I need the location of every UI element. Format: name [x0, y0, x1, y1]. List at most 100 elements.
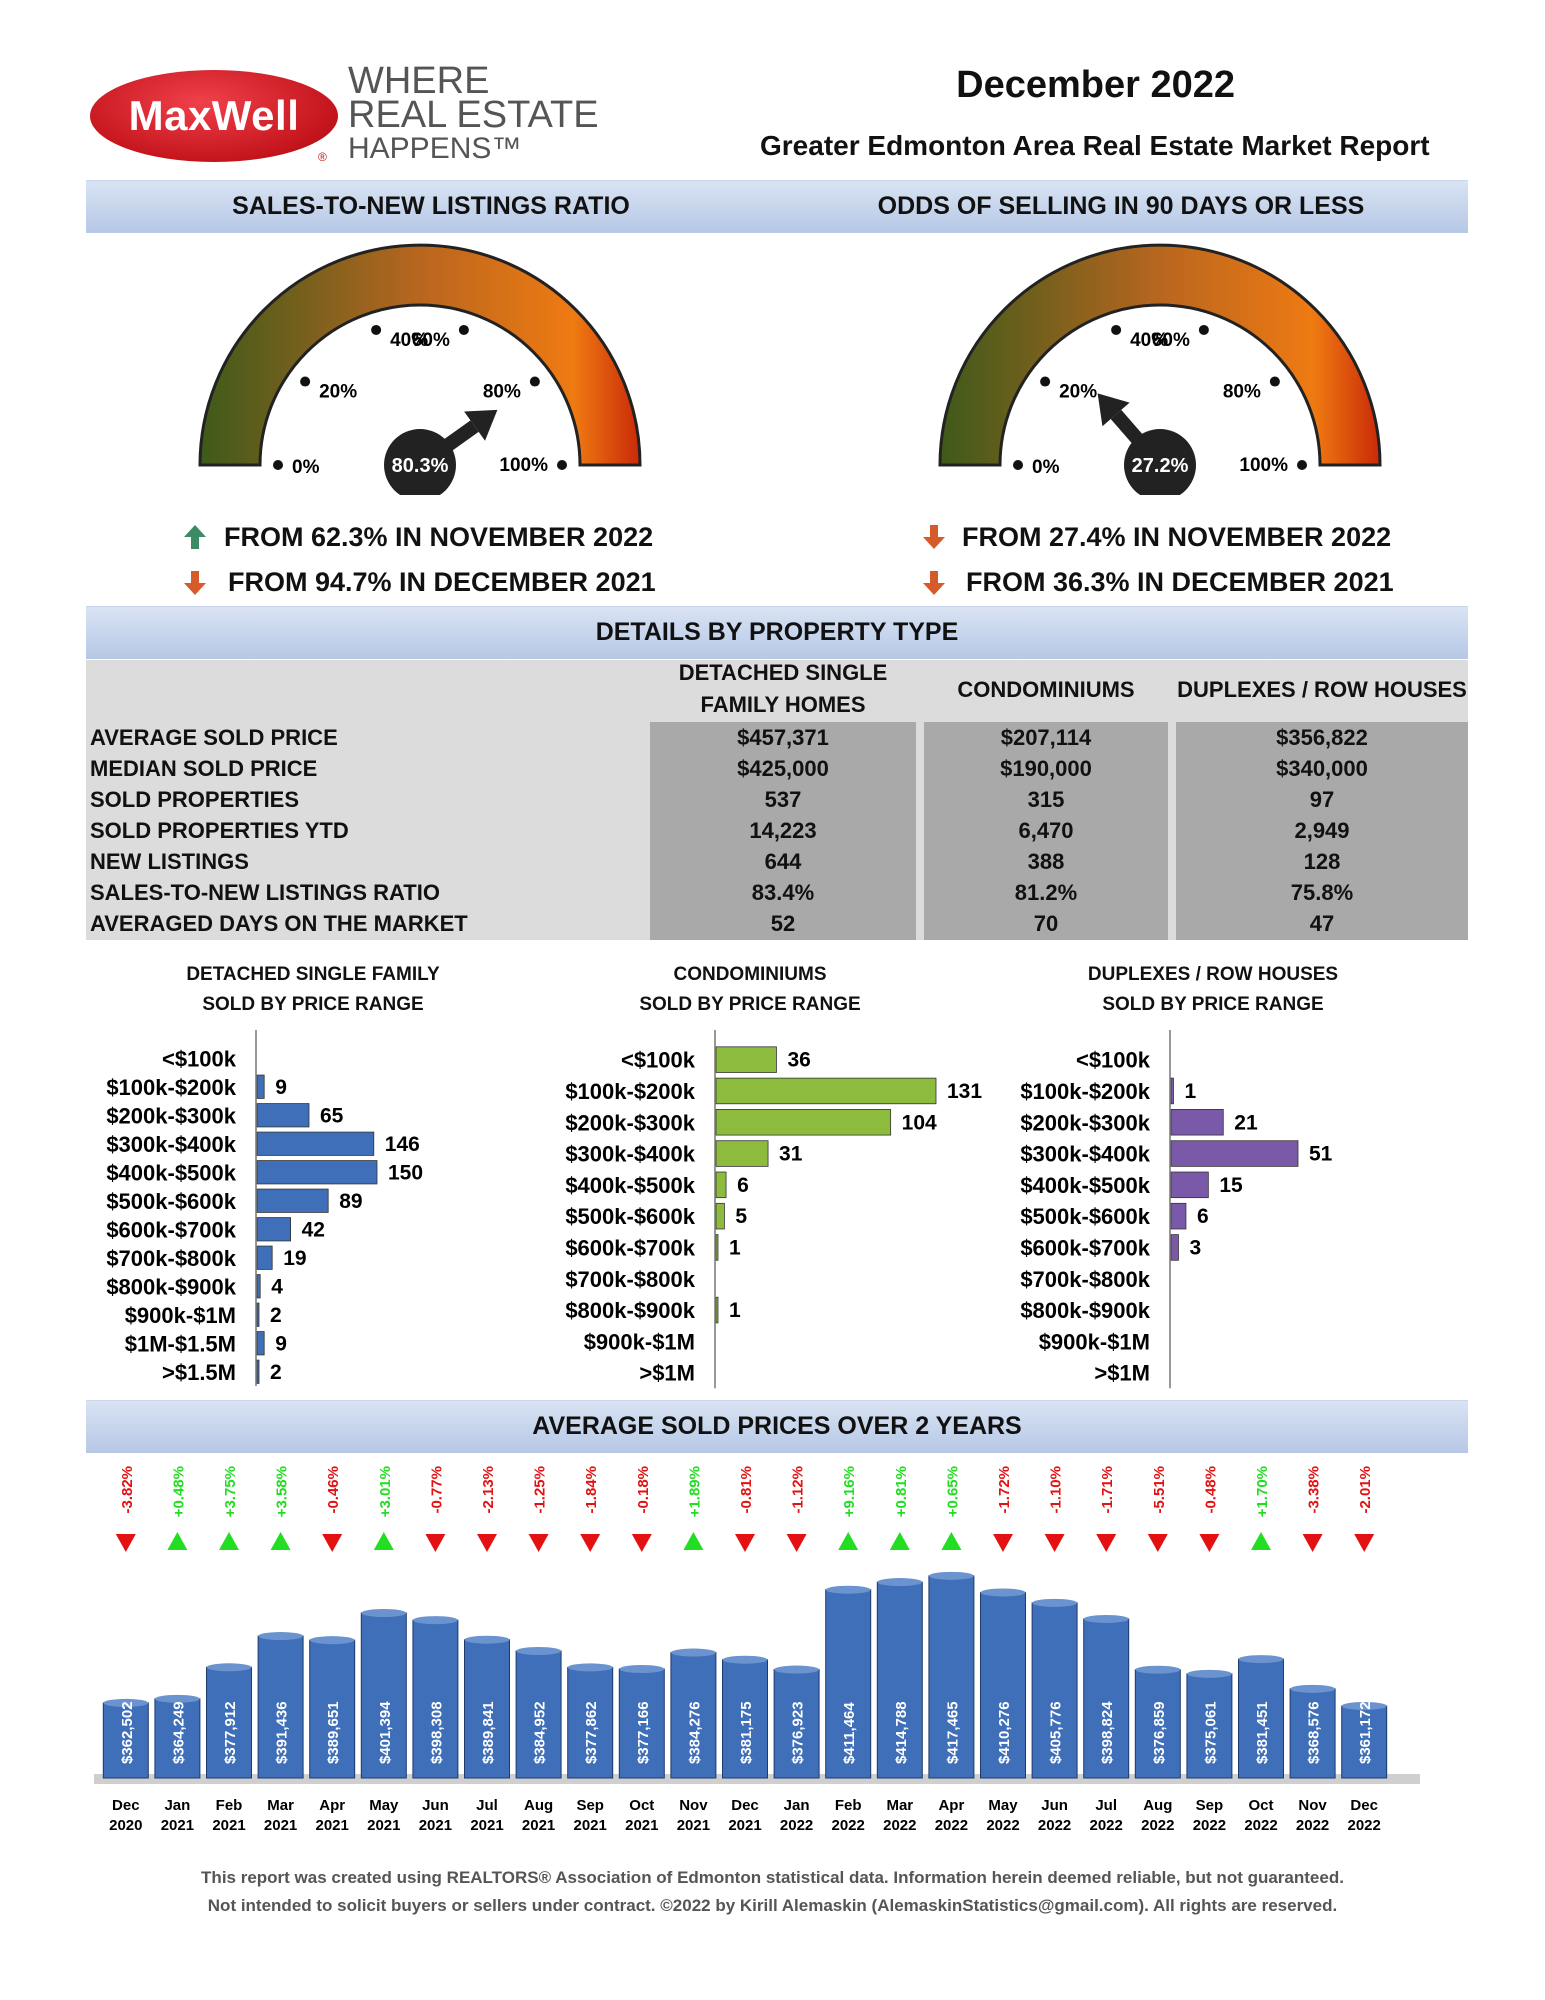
report-subtitle: Greater Edmonton Area Real Estate Market… — [760, 130, 1430, 161]
details-row-label: AVERAGE SOLD PRICE — [90, 725, 338, 750]
triangle-down-icon — [786, 1534, 807, 1552]
condo-category-label: $800k-$900k — [565, 1298, 695, 1323]
monthly-change-label: -1.84% — [583, 1466, 600, 1514]
monthly-change-label: +0.65% — [944, 1466, 961, 1517]
odds-tick-dot — [1269, 376, 1280, 387]
chart-title-detached-1: DETACHED SINGLE FAMILY — [186, 964, 440, 985]
year-label: 2022 — [1090, 1817, 1123, 1834]
detached-value-label: 19 — [283, 1247, 306, 1270]
avg-price-bar — [412, 1619, 459, 1779]
avg-price-bar — [206, 1666, 252, 1779]
details-cell: 388 — [1027, 849, 1065, 874]
details-cell: 315 — [1027, 787, 1065, 812]
detached-value-label: 89 — [339, 1190, 362, 1213]
avg-price-bar-cap — [103, 1698, 149, 1707]
avg-price-value-label: $410,276 — [996, 1701, 1013, 1764]
sales-ratio-heading: SALES-TO-NEW LISTINGS RATIO — [232, 192, 630, 220]
avg-price-value-label: $361,172 — [1357, 1701, 1374, 1764]
condo-value-label: 5 — [735, 1205, 747, 1228]
avg-price-bar — [1031, 1602, 1078, 1779]
avg-price-value-label: $398,824 — [1099, 1701, 1116, 1764]
detached-bar — [256, 1274, 261, 1299]
avg-price-bar — [515, 1650, 562, 1779]
details-header-band — [86, 606, 1468, 659]
avg-price-value-label: $381,175 — [738, 1701, 755, 1764]
detached-value-label: 9 — [275, 1076, 287, 1099]
triangle-down-icon — [528, 1534, 549, 1552]
month-label: Oct — [1248, 1797, 1273, 1814]
details-cell: $190,000 — [1000, 756, 1092, 781]
monthly-change-label: +3.01% — [377, 1466, 394, 1517]
year-label: 2021 — [419, 1817, 452, 1834]
condo-category-label: >$1M — [639, 1361, 695, 1386]
details-cell: 2,949 — [1294, 818, 1350, 843]
detached-category-label: >$1.5M — [162, 1360, 236, 1385]
avg-price-bar-cap — [464, 1635, 510, 1644]
col-header-detached-2: FAMILY HOMES — [700, 692, 866, 717]
details-cell: 6,470 — [1018, 818, 1074, 843]
chart-title-detached-2: SOLD BY PRICE RANGE — [202, 994, 424, 1015]
detached-bar — [256, 1331, 265, 1356]
duplex-bar — [1170, 1202, 1187, 1230]
month-label: Jul — [476, 1797, 498, 1814]
monthly-change-label: -1.12% — [790, 1466, 807, 1514]
avg-price-bar — [102, 1702, 149, 1779]
detached-bar — [256, 1302, 260, 1327]
triangle-down-icon — [735, 1534, 755, 1552]
avg-price-bar-cap — [619, 1664, 665, 1673]
detached-category-label: $100k-$200k — [106, 1075, 236, 1100]
month-label: Nov — [1298, 1797, 1327, 1814]
sales-tick-dot — [458, 324, 469, 335]
avg-price-chart: $362,502 -3.82% Dec 2020 $364,249 +0.48% Jan 20… — [94, 1466, 1420, 1834]
detached-bar — [256, 1074, 265, 1099]
avg-price-bar — [670, 1652, 717, 1779]
detached-value-label: 4 — [271, 1275, 283, 1298]
arrow-down-icon — [923, 571, 945, 595]
odds-tick-label: 40% — [1130, 330, 1168, 351]
monthly-change-label: -0.18% — [635, 1466, 652, 1514]
sales-needle-tip — [464, 409, 498, 441]
year-label: 2022 — [935, 1817, 968, 1834]
odds-delta-year: FROM 36.3% IN DECEMBER 2021 — [966, 567, 1394, 597]
condo-price-range-chart: <$100k 36$100k-$200k 131$200k-$300k 104$300… — [565, 1030, 982, 1389]
month-label: Jan — [784, 1797, 810, 1814]
avg-price-bar — [1341, 1705, 1388, 1779]
month-label: Dec — [1350, 1797, 1378, 1814]
triangle-down-icon — [1044, 1534, 1065, 1552]
avg-price-bar-cap — [516, 1646, 562, 1655]
month-label: Aug — [524, 1797, 553, 1814]
avg-price-value-label: $376,859 — [1151, 1701, 1168, 1764]
month-label: Jan — [164, 1797, 190, 1814]
avg-price-bar-cap — [258, 1632, 304, 1641]
monthly-change-label: -0.77% — [428, 1466, 445, 1514]
avg-price-value-label: $377,862 — [583, 1701, 600, 1764]
avg-price-bar-cap — [774, 1665, 820, 1674]
year-label: 2021 — [316, 1817, 349, 1834]
year-label: 2022 — [1193, 1817, 1226, 1834]
year-label: 2021 — [728, 1817, 761, 1834]
odds-tick-label: 60% — [1152, 330, 1190, 351]
avg-price-bar-cap — [980, 1588, 1026, 1597]
month-label: May — [369, 1797, 399, 1814]
avg-price-bar-cap — [1032, 1598, 1078, 1607]
condo-bar — [715, 1140, 769, 1167]
avg-price-bar-cap — [1186, 1669, 1232, 1678]
year-label: 2021 — [470, 1817, 503, 1834]
duplex-value-label: 6 — [1197, 1205, 1209, 1228]
monthly-change-label: -3.82% — [119, 1466, 136, 1514]
month-label: Feb — [216, 1797, 243, 1814]
duplex-category-label: $400k-$500k — [1020, 1173, 1150, 1198]
avg-price-bar-cap — [412, 1616, 458, 1625]
chart-title-duplex-1: DUPLEXES / ROW HOUSES — [1087, 964, 1339, 985]
detached-bar — [256, 1131, 375, 1156]
triangle-up-icon — [838, 1532, 859, 1550]
avg-price-value-label: $398,308 — [428, 1701, 445, 1764]
condo-value-label: 1 — [729, 1236, 741, 1259]
triangle-down-icon — [322, 1534, 343, 1552]
year-label: 2021 — [677, 1817, 710, 1834]
avg-price-bar-cap — [1290, 1684, 1336, 1693]
avg-price-heading: AVERAGE SOLD PRICES OVER 2 YEARS — [532, 1412, 1022, 1440]
details-cell: $356,822 — [1276, 725, 1368, 750]
detached-category-label: $800k-$900k — [106, 1274, 236, 1299]
sales-tick-label: 80% — [483, 382, 521, 403]
